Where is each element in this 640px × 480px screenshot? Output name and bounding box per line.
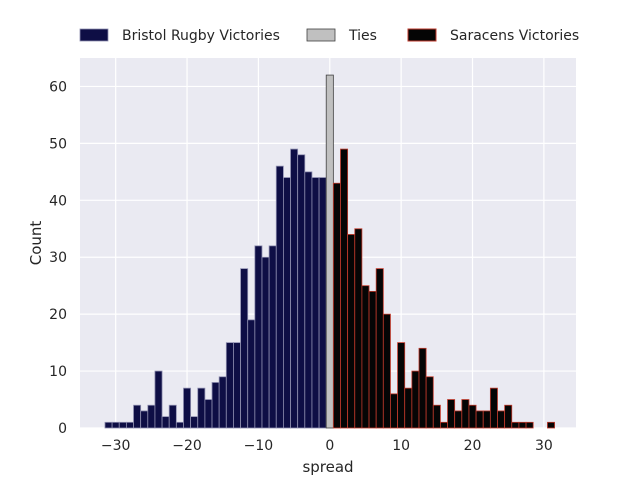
- bar-series-0: [204, 399, 213, 429]
- bar-series-2: [447, 399, 456, 429]
- bar-series-0: [233, 342, 241, 429]
- legend-swatch-bristol: [79, 28, 109, 42]
- bar-series-2: [525, 421, 534, 429]
- bar-series-0: [183, 387, 192, 429]
- bar-series-0: [254, 245, 263, 429]
- bar-series-0: [268, 245, 277, 429]
- bar-series-0: [225, 342, 234, 429]
- bar-series-2: [497, 410, 506, 429]
- y-tick-label: 30: [49, 250, 67, 266]
- y-tick-label: 50: [49, 136, 67, 152]
- legend-swatch-ties: [306, 28, 336, 42]
- bar-series-2: [425, 376, 434, 429]
- bar-series-2: [382, 313, 391, 429]
- legend: Bristol Rugby Victories Ties Saracens Vi…: [79, 28, 579, 44]
- bar-series-0: [304, 171, 313, 429]
- y-tick-label: 10: [49, 364, 67, 380]
- bar-series-2: [454, 410, 463, 429]
- bar-series-0: [111, 421, 120, 429]
- bars: [104, 74, 555, 429]
- x-tick-label: 30: [535, 438, 553, 454]
- bar-series-0: [125, 421, 134, 429]
- bar-series-0: [311, 177, 320, 429]
- x-tick-label: −10: [244, 438, 274, 454]
- y-tick-label: 60: [49, 79, 67, 95]
- bar-series-0: [290, 148, 299, 429]
- bar-series-0: [154, 370, 163, 429]
- bar-series-2: [518, 421, 527, 429]
- bar-series-2: [475, 410, 484, 429]
- bar-series-2: [489, 387, 498, 429]
- bar-series-2: [418, 347, 427, 429]
- bar-series-0: [140, 410, 149, 429]
- bar-series-2: [511, 421, 520, 429]
- bar-series-2: [347, 234, 356, 429]
- legend-swatch-saracens: [407, 28, 437, 42]
- bar-series-0: [168, 404, 177, 429]
- bar-series-0: [147, 404, 156, 429]
- x-tick-label: 20: [464, 438, 482, 454]
- y-tick-label: 20: [49, 307, 67, 323]
- bar-series-2: [354, 228, 363, 429]
- bar-series-2: [397, 342, 406, 429]
- bar-series-0: [118, 421, 127, 429]
- legend-label-saracens: Saracens Victories: [450, 28, 579, 44]
- x-tick-label: 10: [392, 438, 410, 454]
- bar-series-2: [390, 393, 398, 429]
- bar-series-0: [240, 268, 249, 429]
- bar-series-2: [404, 387, 413, 429]
- bar-series-0: [275, 165, 284, 429]
- bar-series-0: [190, 416, 199, 429]
- y-axis-ticks: 0 10 20 30 40 50 60: [49, 79, 67, 437]
- bar-series-0: [247, 319, 256, 429]
- bar-series-2: [361, 285, 370, 429]
- y-tick-label: 0: [58, 421, 67, 437]
- bar-series-2: [440, 421, 448, 429]
- legend-label-ties: Ties: [348, 28, 377, 44]
- bar-series-0: [297, 154, 306, 429]
- x-tick-label: −20: [172, 438, 202, 454]
- bar-series-0: [175, 421, 184, 429]
- bar-series-2: [368, 290, 377, 429]
- bar-series-2: [411, 370, 420, 429]
- legend-label-bristol: Bristol Rugby Victories: [122, 28, 280, 44]
- bar-series-0: [211, 382, 220, 429]
- bar-series-2: [375, 268, 384, 429]
- bar-series-2: [547, 421, 555, 429]
- bar-series-0: [104, 421, 113, 429]
- y-axis-label: Count: [27, 221, 45, 266]
- bar-series-2: [468, 404, 477, 429]
- bar-series-0: [261, 256, 270, 429]
- x-axis-label: spread: [302, 458, 353, 476]
- bar-series-0: [282, 177, 291, 429]
- bar-series-0: [161, 416, 170, 429]
- bar-series-2: [432, 404, 441, 429]
- bar-series-0: [133, 404, 142, 429]
- bar-series-0: [197, 387, 206, 429]
- bar-series-2: [504, 404, 513, 429]
- bar-series-2: [461, 399, 470, 429]
- y-tick-label: 40: [49, 193, 67, 209]
- bar-series-1: [325, 74, 334, 429]
- bar-series-0: [318, 177, 327, 429]
- bar-series-2: [332, 182, 341, 429]
- bar-series-0: [218, 376, 227, 429]
- bar-series-2: [340, 148, 349, 429]
- x-tick-label: −30: [101, 438, 131, 454]
- x-tick-label: 0: [325, 438, 334, 454]
- bar-series-2: [482, 410, 491, 429]
- x-axis-ticks: −30 −20 −10 0 10 20 30: [101, 438, 553, 454]
